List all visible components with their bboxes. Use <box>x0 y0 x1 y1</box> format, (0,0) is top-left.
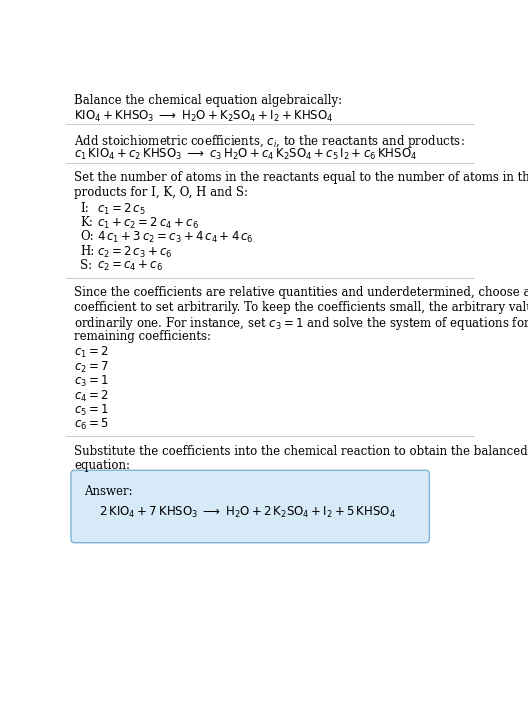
Text: Balance the chemical equation algebraically:: Balance the chemical equation algebraica… <box>74 95 342 108</box>
Text: $2\,\mathrm{KIO_4} + 7\,\mathrm{KHSO_3} \;\longrightarrow\; \mathrm{H_2O} + 2\,\: $2\,\mathrm{KIO_4} + 7\,\mathrm{KHSO_3} … <box>99 505 396 520</box>
Text: O:: O: <box>80 230 94 243</box>
Text: $c_3 = 1$: $c_3 = 1$ <box>74 374 109 389</box>
Text: $c_2 = 7$: $c_2 = 7$ <box>74 360 109 375</box>
Text: $c_6 = 5$: $c_6 = 5$ <box>74 417 109 432</box>
Text: equation:: equation: <box>74 459 130 472</box>
Text: ordinarily one. For instance, set $c_3 = 1$ and solve the system of equations fo: ordinarily one. For instance, set $c_3 =… <box>74 315 528 332</box>
Text: I:: I: <box>80 202 89 215</box>
Text: $c_4 = 2$: $c_4 = 2$ <box>74 388 109 404</box>
Text: $c_1\,\mathrm{KIO_4} + c_2\,\mathrm{KHSO_3} \;\longrightarrow\; c_3\,\mathrm{H_2: $c_1\,\mathrm{KIO_4} + c_2\,\mathrm{KHSO… <box>74 147 417 162</box>
Text: Set the number of atoms in the reactants equal to the number of atoms in the: Set the number of atoms in the reactants… <box>74 172 528 185</box>
Text: $4\,c_1 + 3\,c_2 = c_3 + 4\,c_4 + 4\,c_6$: $4\,c_1 + 3\,c_2 = c_3 + 4\,c_4 + 4\,c_6… <box>97 230 253 246</box>
Text: products for I, K, O, H and S:: products for I, K, O, H and S: <box>74 186 248 199</box>
Text: H:: H: <box>80 245 95 258</box>
Text: $c_2 = c_4 + c_6$: $c_2 = c_4 + c_6$ <box>97 259 163 273</box>
Text: $\mathrm{KIO_4 + KHSO_3 \;\longrightarrow\; H_2O + K_2SO_4 + I_2 + KHSO_4}$: $\mathrm{KIO_4 + KHSO_3 \;\longrightarro… <box>74 109 334 124</box>
Text: $c_1 = 2\,c_5$: $c_1 = 2\,c_5$ <box>97 202 146 217</box>
Text: $c_2 = 2\,c_3 + c_6$: $c_2 = 2\,c_3 + c_6$ <box>97 245 172 260</box>
Text: Answer:: Answer: <box>84 485 133 498</box>
Text: Since the coefficients are relative quantities and underdetermined, choose a: Since the coefficients are relative quan… <box>74 286 528 299</box>
Text: $c_5 = 1$: $c_5 = 1$ <box>74 403 109 418</box>
Text: $c_1 + c_2 = 2\,c_4 + c_6$: $c_1 + c_2 = 2\,c_4 + c_6$ <box>97 216 199 231</box>
Text: S:: S: <box>80 259 92 272</box>
Text: $c_1 = 2$: $c_1 = 2$ <box>74 345 109 360</box>
Text: remaining coefficients:: remaining coefficients: <box>74 330 211 342</box>
Text: K:: K: <box>80 216 93 229</box>
FancyBboxPatch shape <box>71 470 429 543</box>
Text: Add stoichiometric coefficients, $c_i$, to the reactants and products:: Add stoichiometric coefficients, $c_i$, … <box>74 133 465 150</box>
Text: coefficient to set arbitrarily. To keep the coefficients small, the arbitrary va: coefficient to set arbitrarily. To keep … <box>74 301 528 314</box>
Text: Substitute the coefficients into the chemical reaction to obtain the balanced: Substitute the coefficients into the che… <box>74 444 528 457</box>
